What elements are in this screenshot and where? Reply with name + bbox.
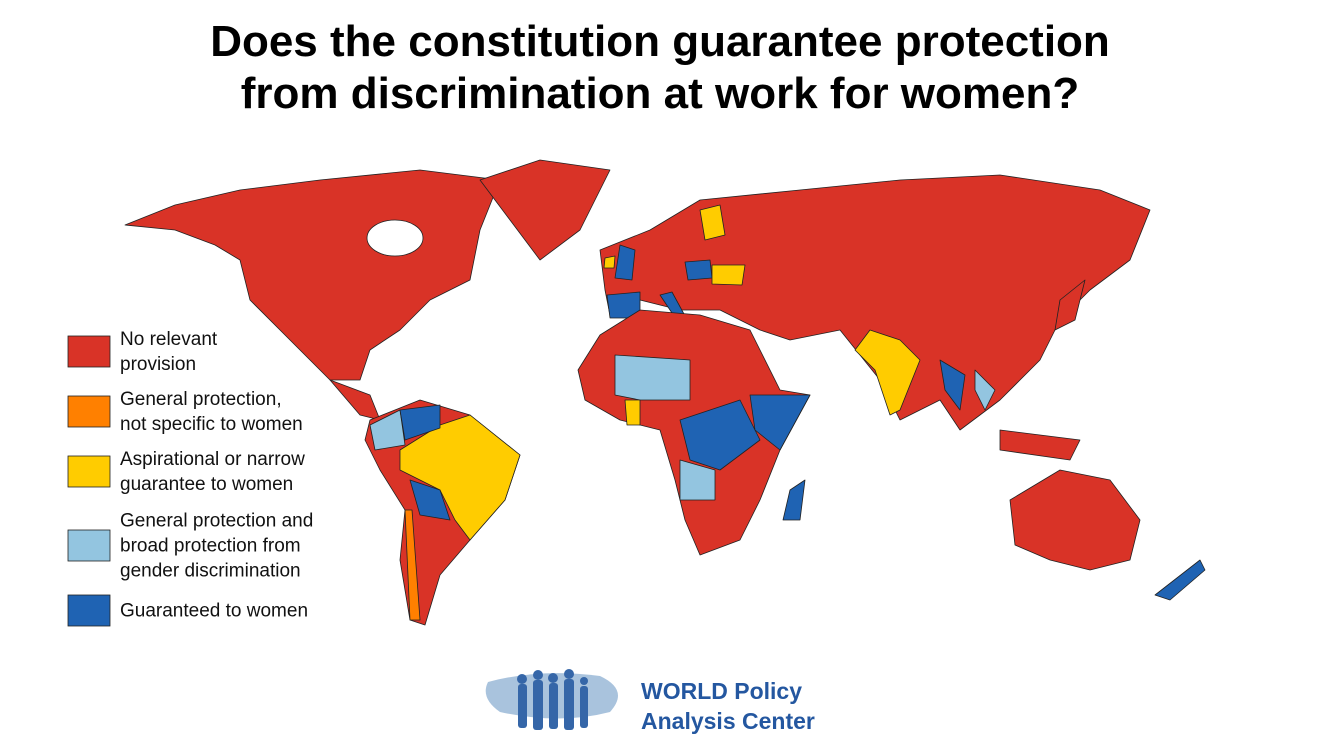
- india: [854, 329, 921, 416]
- hudson-bay: [366, 219, 424, 257]
- chile: [404, 509, 421, 621]
- world-map: [124, 159, 1206, 626]
- japan: [1054, 279, 1086, 331]
- logo-figures: [517, 669, 588, 730]
- logo-text: Analysis Center: [641, 708, 815, 734]
- greenland: [479, 159, 611, 261]
- poland: [684, 259, 713, 281]
- indonesia: [999, 429, 1081, 461]
- ghana: [624, 399, 641, 426]
- central-america: [329, 379, 381, 421]
- sahel: [614, 354, 691, 401]
- angola: [679, 459, 716, 501]
- legend-label: guarantee to women: [120, 474, 293, 495]
- logo-text: WORLD Policy: [641, 678, 802, 704]
- bolivia: [409, 479, 451, 521]
- legend-label: broad protection from: [120, 536, 301, 557]
- legend-swatch: [67, 335, 111, 368]
- legend-swatch: [67, 455, 111, 488]
- title-line: from discrimination at work for women?: [241, 69, 1080, 118]
- legend-label: General protection and: [120, 511, 313, 532]
- legend-label: General protection,: [120, 389, 282, 410]
- brazil: [399, 414, 521, 541]
- eurasia: [599, 174, 1151, 431]
- new-zealand: [1154, 559, 1206, 601]
- legend-label: Guaranteed to women: [120, 601, 308, 622]
- horn-of-africa: [749, 394, 811, 451]
- title-line: Does the constitution guarantee protecti…: [210, 17, 1110, 66]
- legend-swatch: [67, 529, 111, 562]
- myanmar: [939, 359, 966, 411]
- legend-label: No relevant: [120, 329, 218, 350]
- ireland: [603, 255, 616, 269]
- legend-swatch: [67, 395, 111, 428]
- colombia: [369, 409, 406, 451]
- uk: [614, 244, 636, 281]
- venezuela: [399, 404, 441, 441]
- vietnam: [974, 369, 996, 411]
- legend-label: provision: [120, 354, 196, 375]
- australia: [1009, 469, 1141, 571]
- madagascar: [782, 479, 806, 521]
- ukraine: [711, 264, 746, 286]
- finland: [699, 204, 726, 241]
- central-africa: [679, 399, 761, 471]
- legend-label: gender discrimination: [120, 561, 301, 582]
- legend-label: Aspirational or narrow: [120, 449, 305, 470]
- legend-swatch: [67, 594, 111, 627]
- logo: WORLD Policy Analysis Center: [485, 669, 815, 734]
- legend: No relevant provision General protection, n…: [67, 329, 313, 627]
- legend-label: not specific to women: [120, 414, 303, 435]
